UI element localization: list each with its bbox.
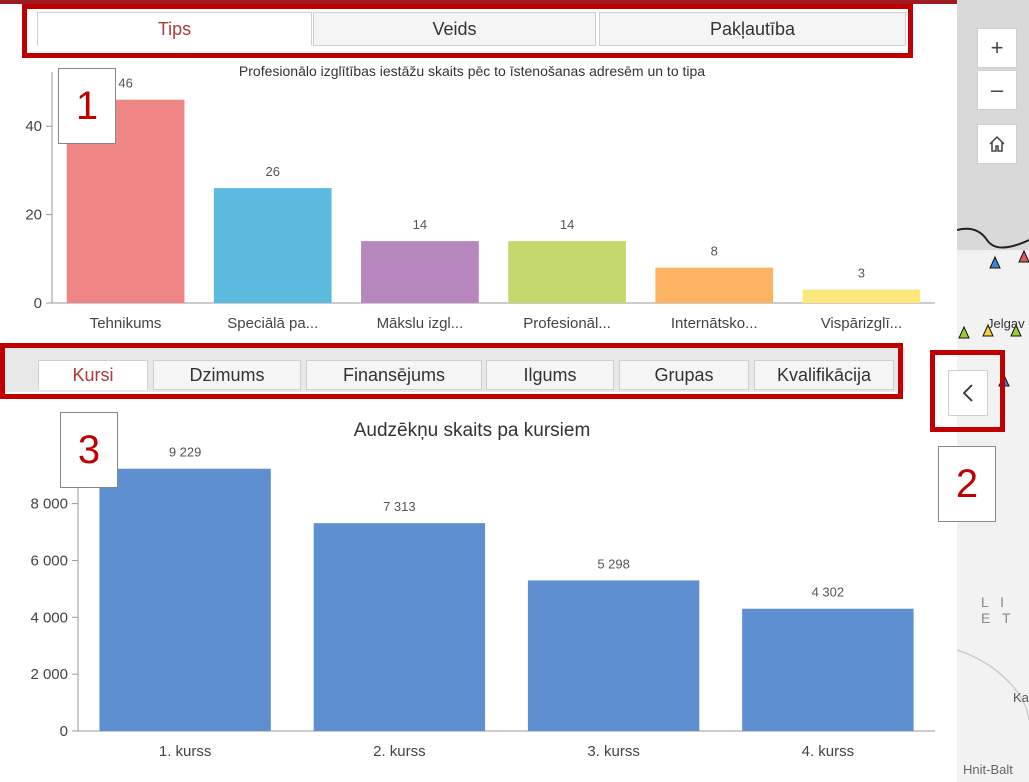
chart-title: Profesionālo izglītības iestāžu skaits p… bbox=[239, 63, 705, 79]
zoom-in-button[interactable]: + bbox=[977, 28, 1017, 68]
tab-kvalifikacija[interactable]: Kvalifikācija bbox=[754, 360, 894, 390]
x-tick-label: Vispārizglī... bbox=[821, 315, 902, 332]
data-label: 9 229 bbox=[169, 445, 202, 460]
map-attribution: Hnit-Balt bbox=[963, 762, 1013, 777]
data-label: 4 302 bbox=[812, 585, 845, 600]
y-tick-label: 0 bbox=[60, 723, 68, 740]
map-marker-triangle bbox=[989, 255, 1001, 269]
bar-4 bbox=[508, 241, 626, 303]
tab-veids[interactable]: Veids bbox=[313, 12, 596, 46]
map-marker-triangle bbox=[1018, 249, 1029, 263]
home-icon bbox=[989, 135, 1005, 152]
tab-dzimums[interactable]: Dzimums bbox=[153, 360, 301, 390]
data-label: 7 313 bbox=[383, 499, 416, 514]
tab-paklautiba[interactable]: Pakļautība bbox=[599, 12, 906, 46]
students-by-course-chart: Audzēkņu skaits pa kursiem 0 2 000 4 000 6 0… bbox=[30, 420, 935, 760]
map-label-lietuva: L I E T bbox=[981, 594, 1015, 626]
callout-3: 3 bbox=[60, 412, 118, 488]
tab-tips[interactable]: Tips bbox=[37, 12, 312, 46]
map-label-jelgava: Jelgav bbox=[987, 316, 1025, 331]
x-tick-label: Internātsko... bbox=[671, 315, 758, 332]
collapse-panel-button[interactable] bbox=[948, 370, 988, 416]
map-marker-triangle bbox=[1010, 323, 1022, 337]
bottom-tab-bar: Kursi Dzimums Finansējums Ilgums Grupas … bbox=[0, 348, 905, 392]
y-tick-label: 40 bbox=[25, 118, 42, 135]
bar-4 bbox=[742, 608, 914, 731]
x-tick-label: Speciālā pa... bbox=[227, 315, 318, 332]
institution-type-chart: Profesionālo izglītības iestāžu skaits p… bbox=[25, 63, 935, 332]
y-tick-label: 2 000 bbox=[30, 666, 68, 683]
y-tick-label: 6 000 bbox=[30, 552, 68, 569]
bar-3 bbox=[361, 241, 479, 303]
x-tick-label: 1. kurss bbox=[159, 743, 212, 760]
tab-kursi[interactable]: Kursi bbox=[38, 360, 148, 390]
callout-1: 1 bbox=[58, 68, 116, 144]
data-label: 46 bbox=[118, 76, 132, 91]
data-label: 5 298 bbox=[597, 556, 630, 571]
x-tick-label: 4. kurss bbox=[802, 743, 855, 760]
x-tick-label: 3. kurss bbox=[587, 743, 640, 760]
map-view[interactable]: + – Jelgav L I E T Ka Hnit-Balt bbox=[957, 0, 1029, 782]
home-button[interactable] bbox=[977, 124, 1017, 164]
bar-6 bbox=[802, 289, 921, 303]
zoom-out-button[interactable]: – bbox=[977, 70, 1017, 110]
x-tick-label: Mākslu izgl... bbox=[377, 315, 464, 332]
panel-top-border bbox=[0, 0, 957, 4]
map-label-ka: Ka bbox=[1013, 690, 1029, 705]
data-label: 26 bbox=[266, 164, 280, 179]
map-marker-triangle bbox=[982, 323, 994, 337]
y-tick-label: 0 bbox=[34, 295, 42, 312]
chevron-left-icon bbox=[962, 384, 973, 402]
bar-5 bbox=[655, 267, 774, 303]
bar-1 bbox=[99, 468, 271, 731]
chart-title: Audzēkņu skaits pa kursiem bbox=[354, 420, 591, 441]
bar-2 bbox=[213, 188, 332, 303]
data-label: 14 bbox=[413, 217, 427, 232]
y-tick-label: 8 000 bbox=[30, 496, 68, 513]
bar-3 bbox=[527, 580, 700, 731]
bar-2 bbox=[313, 523, 486, 731]
callout-2: 2 bbox=[938, 446, 996, 522]
x-tick-label: Tehnikums bbox=[90, 315, 162, 332]
x-tick-label: Profesionāl... bbox=[523, 315, 611, 332]
top-tab-bar: Tips Veids Pakļautība bbox=[30, 8, 910, 48]
x-tick-label: 2. kurss bbox=[373, 743, 426, 760]
data-label: 14 bbox=[560, 217, 574, 232]
data-label: 3 bbox=[858, 266, 865, 281]
tab-grupas[interactable]: Grupas bbox=[619, 360, 749, 390]
tab-finansejums[interactable]: Finansējums bbox=[306, 360, 482, 390]
y-tick-label: 4 000 bbox=[30, 609, 68, 626]
tab-ilgums[interactable]: Ilgums bbox=[486, 360, 614, 390]
y-tick-label: 20 bbox=[25, 207, 42, 224]
map-marker-triangle bbox=[958, 325, 970, 339]
data-label: 8 bbox=[711, 244, 718, 259]
